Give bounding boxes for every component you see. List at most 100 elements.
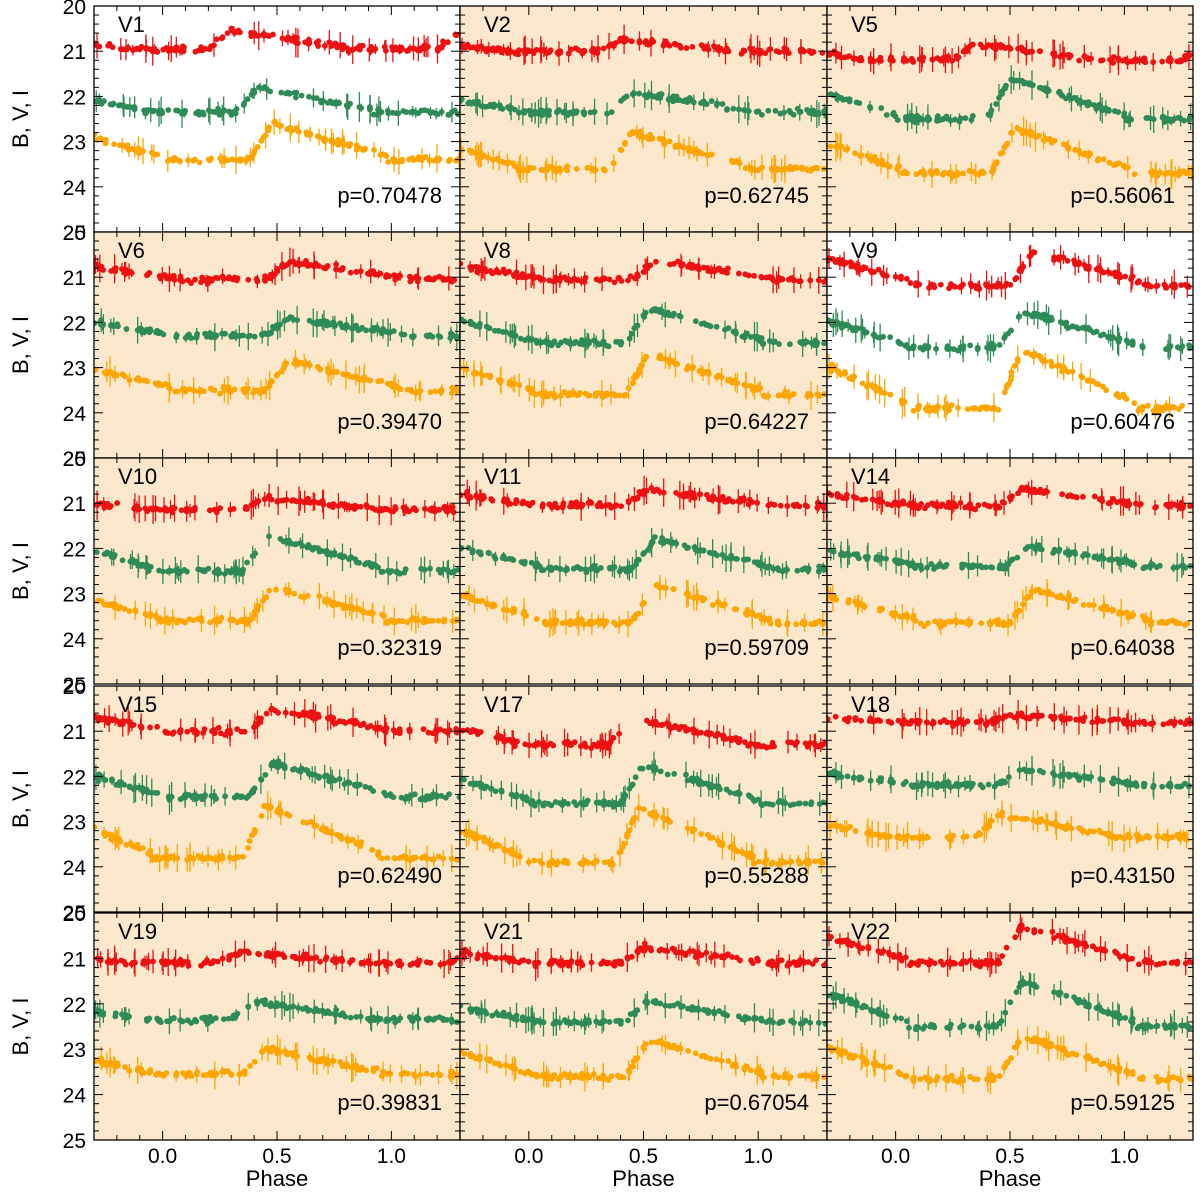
point-V [1063, 95, 1069, 102]
point-B [858, 152, 865, 159]
point-I [231, 29, 238, 36]
point-I [930, 282, 937, 289]
point-B [1170, 403, 1177, 410]
point-V [390, 328, 397, 334]
point-V [348, 325, 355, 331]
point-V [270, 323, 276, 330]
point-B [917, 169, 924, 176]
point-B [205, 156, 212, 163]
point-V [1177, 115, 1184, 122]
point-I [625, 277, 631, 284]
point-I [208, 277, 215, 284]
point-B [126, 608, 133, 615]
point-I [292, 261, 299, 268]
point-B [838, 371, 844, 378]
point-I [1051, 52, 1058, 58]
point-I [1186, 52, 1193, 58]
point-B [350, 374, 357, 380]
point-B [179, 618, 186, 624]
point-I [493, 268, 499, 275]
point-B [898, 397, 905, 404]
point-B [448, 390, 455, 396]
point-V [379, 568, 386, 575]
point-I [666, 42, 673, 49]
point-B [404, 386, 411, 393]
point-I [136, 46, 143, 53]
point-V [110, 554, 117, 561]
point-B [733, 606, 740, 613]
point-B [666, 138, 673, 145]
point-B [259, 597, 266, 604]
point-V [813, 111, 820, 117]
point-B [472, 150, 479, 156]
point-I [1115, 55, 1122, 62]
point-V [560, 109, 567, 116]
point-B [198, 614, 204, 621]
point-V [525, 335, 532, 341]
point-B [547, 390, 554, 397]
point-V [385, 329, 392, 336]
point-I [107, 503, 113, 510]
point-B [1144, 402, 1151, 409]
point-B [1154, 172, 1161, 179]
point-I [359, 42, 366, 49]
point-I [683, 45, 690, 51]
point-I [735, 270, 742, 277]
point-B [376, 378, 382, 384]
y-tick-label: 24 [63, 177, 87, 200]
point-B [979, 168, 986, 175]
point-V [878, 105, 885, 111]
point-I [192, 504, 198, 511]
point-V [476, 324, 483, 330]
point-I [431, 508, 438, 515]
y-tick-label: 20 [63, 0, 86, 19]
point-I [1159, 58, 1166, 65]
point-I [198, 279, 204, 286]
y-axis-title: B, V, I [8, 542, 33, 600]
point-I [962, 47, 968, 53]
point-I [611, 279, 618, 286]
point-V [184, 333, 191, 340]
y-tick-label: 25 [63, 448, 86, 471]
point-B [220, 383, 227, 390]
point-V [626, 335, 633, 342]
point-B [543, 393, 549, 400]
point-B [753, 167, 760, 173]
point-B [864, 152, 871, 159]
point-V [372, 562, 379, 569]
point-V [821, 340, 827, 347]
point-V [1164, 117, 1171, 124]
point-V [581, 109, 588, 116]
point-V [1093, 328, 1100, 335]
point-B [371, 147, 377, 153]
point-I [270, 273, 277, 279]
point-V [402, 566, 409, 573]
point-B [135, 375, 142, 381]
point-V [168, 568, 175, 574]
point-V [821, 108, 827, 115]
point-B [180, 386, 186, 393]
point-I [1099, 57, 1106, 64]
point-B [320, 135, 327, 142]
point-V [180, 108, 187, 115]
point-V [147, 563, 154, 570]
point-I [660, 42, 667, 49]
point-B [1011, 363, 1018, 369]
point-I [1072, 261, 1079, 268]
point-V [490, 104, 497, 110]
point-I [172, 47, 179, 54]
point-V [1125, 118, 1132, 124]
point-B [940, 171, 946, 178]
variable-label: V10 [118, 464, 157, 489]
period-label: p=0.56061 [1070, 183, 1175, 208]
point-V [389, 109, 396, 116]
point-B [332, 600, 339, 607]
point-B [525, 386, 531, 393]
point-V [1074, 97, 1081, 104]
point-V [384, 107, 391, 114]
point-B [359, 147, 366, 153]
point-V [628, 330, 635, 337]
point-B [699, 594, 706, 601]
point-I [161, 272, 168, 278]
point-B [827, 143, 834, 150]
